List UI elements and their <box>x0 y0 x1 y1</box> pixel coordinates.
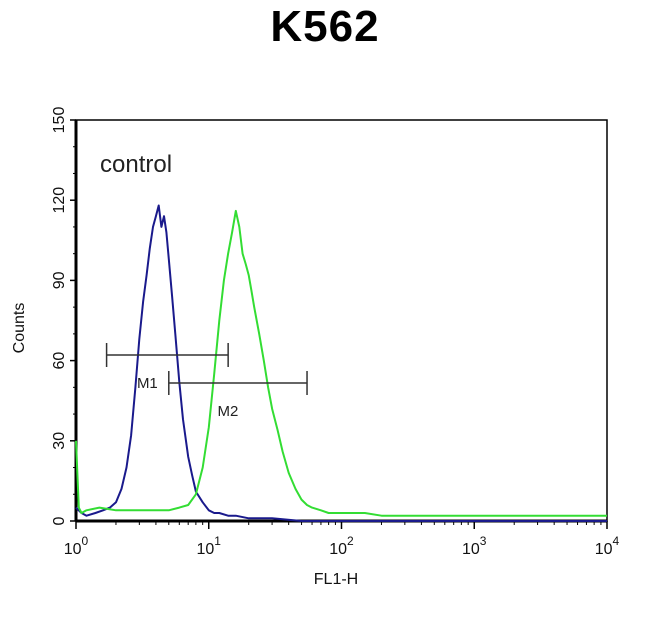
x-axis-ticks: 100 101 102 103 104 <box>64 521 620 558</box>
m2-gate-label: M2 <box>217 403 238 420</box>
sample-histogram-line <box>75 209 607 517</box>
y-tick-label: 60 <box>51 352 68 370</box>
y-tick-label: 0 <box>51 516 68 525</box>
y-tick-label: 150 <box>51 107 68 134</box>
y-tick-label: 30 <box>51 432 68 450</box>
x-tick-label: 103 <box>462 534 487 558</box>
x-tick-label: 102 <box>329 534 354 558</box>
y-tick-label: 120 <box>51 187 68 214</box>
x-tick-label: 101 <box>197 534 222 558</box>
gate-layer: M1 M2 <box>105 343 308 420</box>
control-annotation: control <box>100 151 172 178</box>
x-tick-label: 100 <box>64 534 89 558</box>
control-histogram-line <box>75 204 607 522</box>
x-axis-title: FL1-H <box>314 571 358 588</box>
chart-title: K562 <box>270 2 380 51</box>
y-axis-ticks: 0 30 60 90 120 150 <box>51 107 76 525</box>
m1-gate-label: M1 <box>137 375 158 392</box>
series-layer <box>75 204 607 522</box>
plot-frame <box>75 119 608 522</box>
y-axis-title: Counts <box>11 303 28 354</box>
y-tick-label: 90 <box>51 271 68 289</box>
x-tick-label: 104 <box>595 534 620 558</box>
